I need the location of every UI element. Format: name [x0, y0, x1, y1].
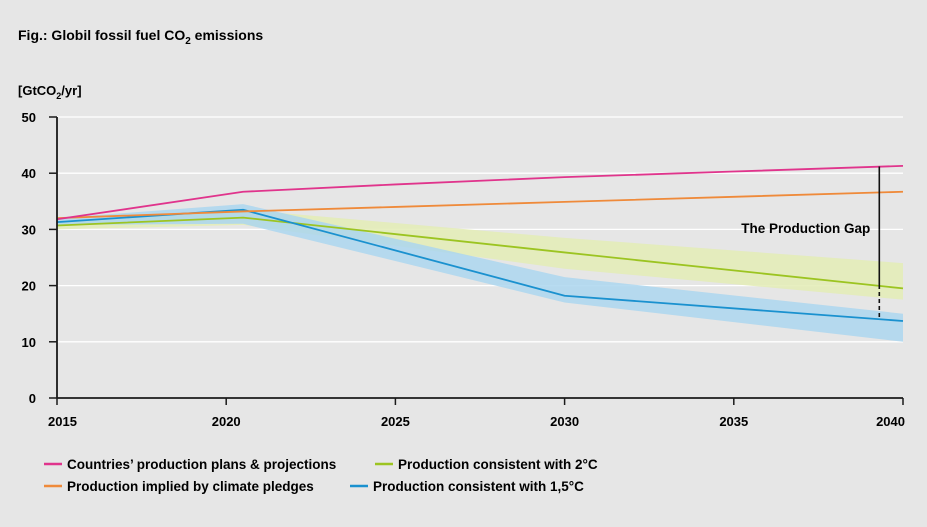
y-tick-label-0: 0 — [29, 391, 36, 406]
legend-label-2c: Production consistent with 2°C — [398, 457, 598, 472]
chart-title-prefix: Fig.: Globil fossil fuel CO — [18, 27, 185, 43]
y-axis-label-prefix: [GtCO — [18, 83, 56, 98]
chart-title-subscript: 2 — [185, 36, 191, 47]
y-tick-labels: 0 10 20 30 40 50 — [22, 110, 36, 406]
y-tick-label-10: 10 — [22, 335, 36, 350]
y-tick-label-40: 40 — [22, 166, 36, 181]
x-tick-label-2035: 2035 — [719, 414, 748, 429]
legend-label-plans: Countries’ production plans & projection… — [67, 457, 336, 472]
x-tick-labels: 2015 2020 2025 2030 2035 2040 — [48, 414, 905, 429]
y-tick-label-50: 50 — [22, 110, 36, 125]
axes — [49, 116, 904, 405]
chart-title: Fig.: Globil fossil fuel CO2 emissions — [18, 27, 263, 47]
y-axis-label-subscript: 2 — [56, 91, 61, 101]
y-tick-label-30: 30 — [22, 222, 36, 237]
x-tick-label-2025: 2025 — [381, 414, 410, 429]
legend-label-1-5c: Production consistent with 1,5°C — [373, 479, 584, 494]
production-gap-annotation: The Production Gap — [741, 166, 881, 320]
series-line-production-implied-by-climate-pledges — [56, 190, 904, 220]
band-production-consistent-with-2-c — [57, 209, 903, 300]
y-axis-label: [GtCO2/yr] — [18, 83, 82, 101]
series-line-production-consistent-with-2-c — [56, 216, 904, 290]
x-tick-label-2015: 2015 — [48, 414, 77, 429]
production-gap-label: The Production Gap — [741, 221, 870, 236]
x-tick-label-2030: 2030 — [550, 414, 579, 429]
legend-label-pledges: Production implied by climate pledges — [67, 479, 314, 494]
series-line-production-consistent-with-1-5-c — [56, 208, 904, 322]
series-lines — [56, 164, 904, 322]
y-axis-label-suffix: /yr] — [61, 83, 81, 98]
series-line-countries-production-plans-projections — [56, 164, 904, 221]
legend: Countries’ production plans & projection… — [44, 457, 598, 494]
y-tick-label-20: 20 — [22, 279, 36, 294]
x-tick-label-2040: 2040 — [876, 414, 905, 429]
chart-title-suffix: emissions — [191, 27, 264, 43]
x-tick-label-2020: 2020 — [212, 414, 241, 429]
